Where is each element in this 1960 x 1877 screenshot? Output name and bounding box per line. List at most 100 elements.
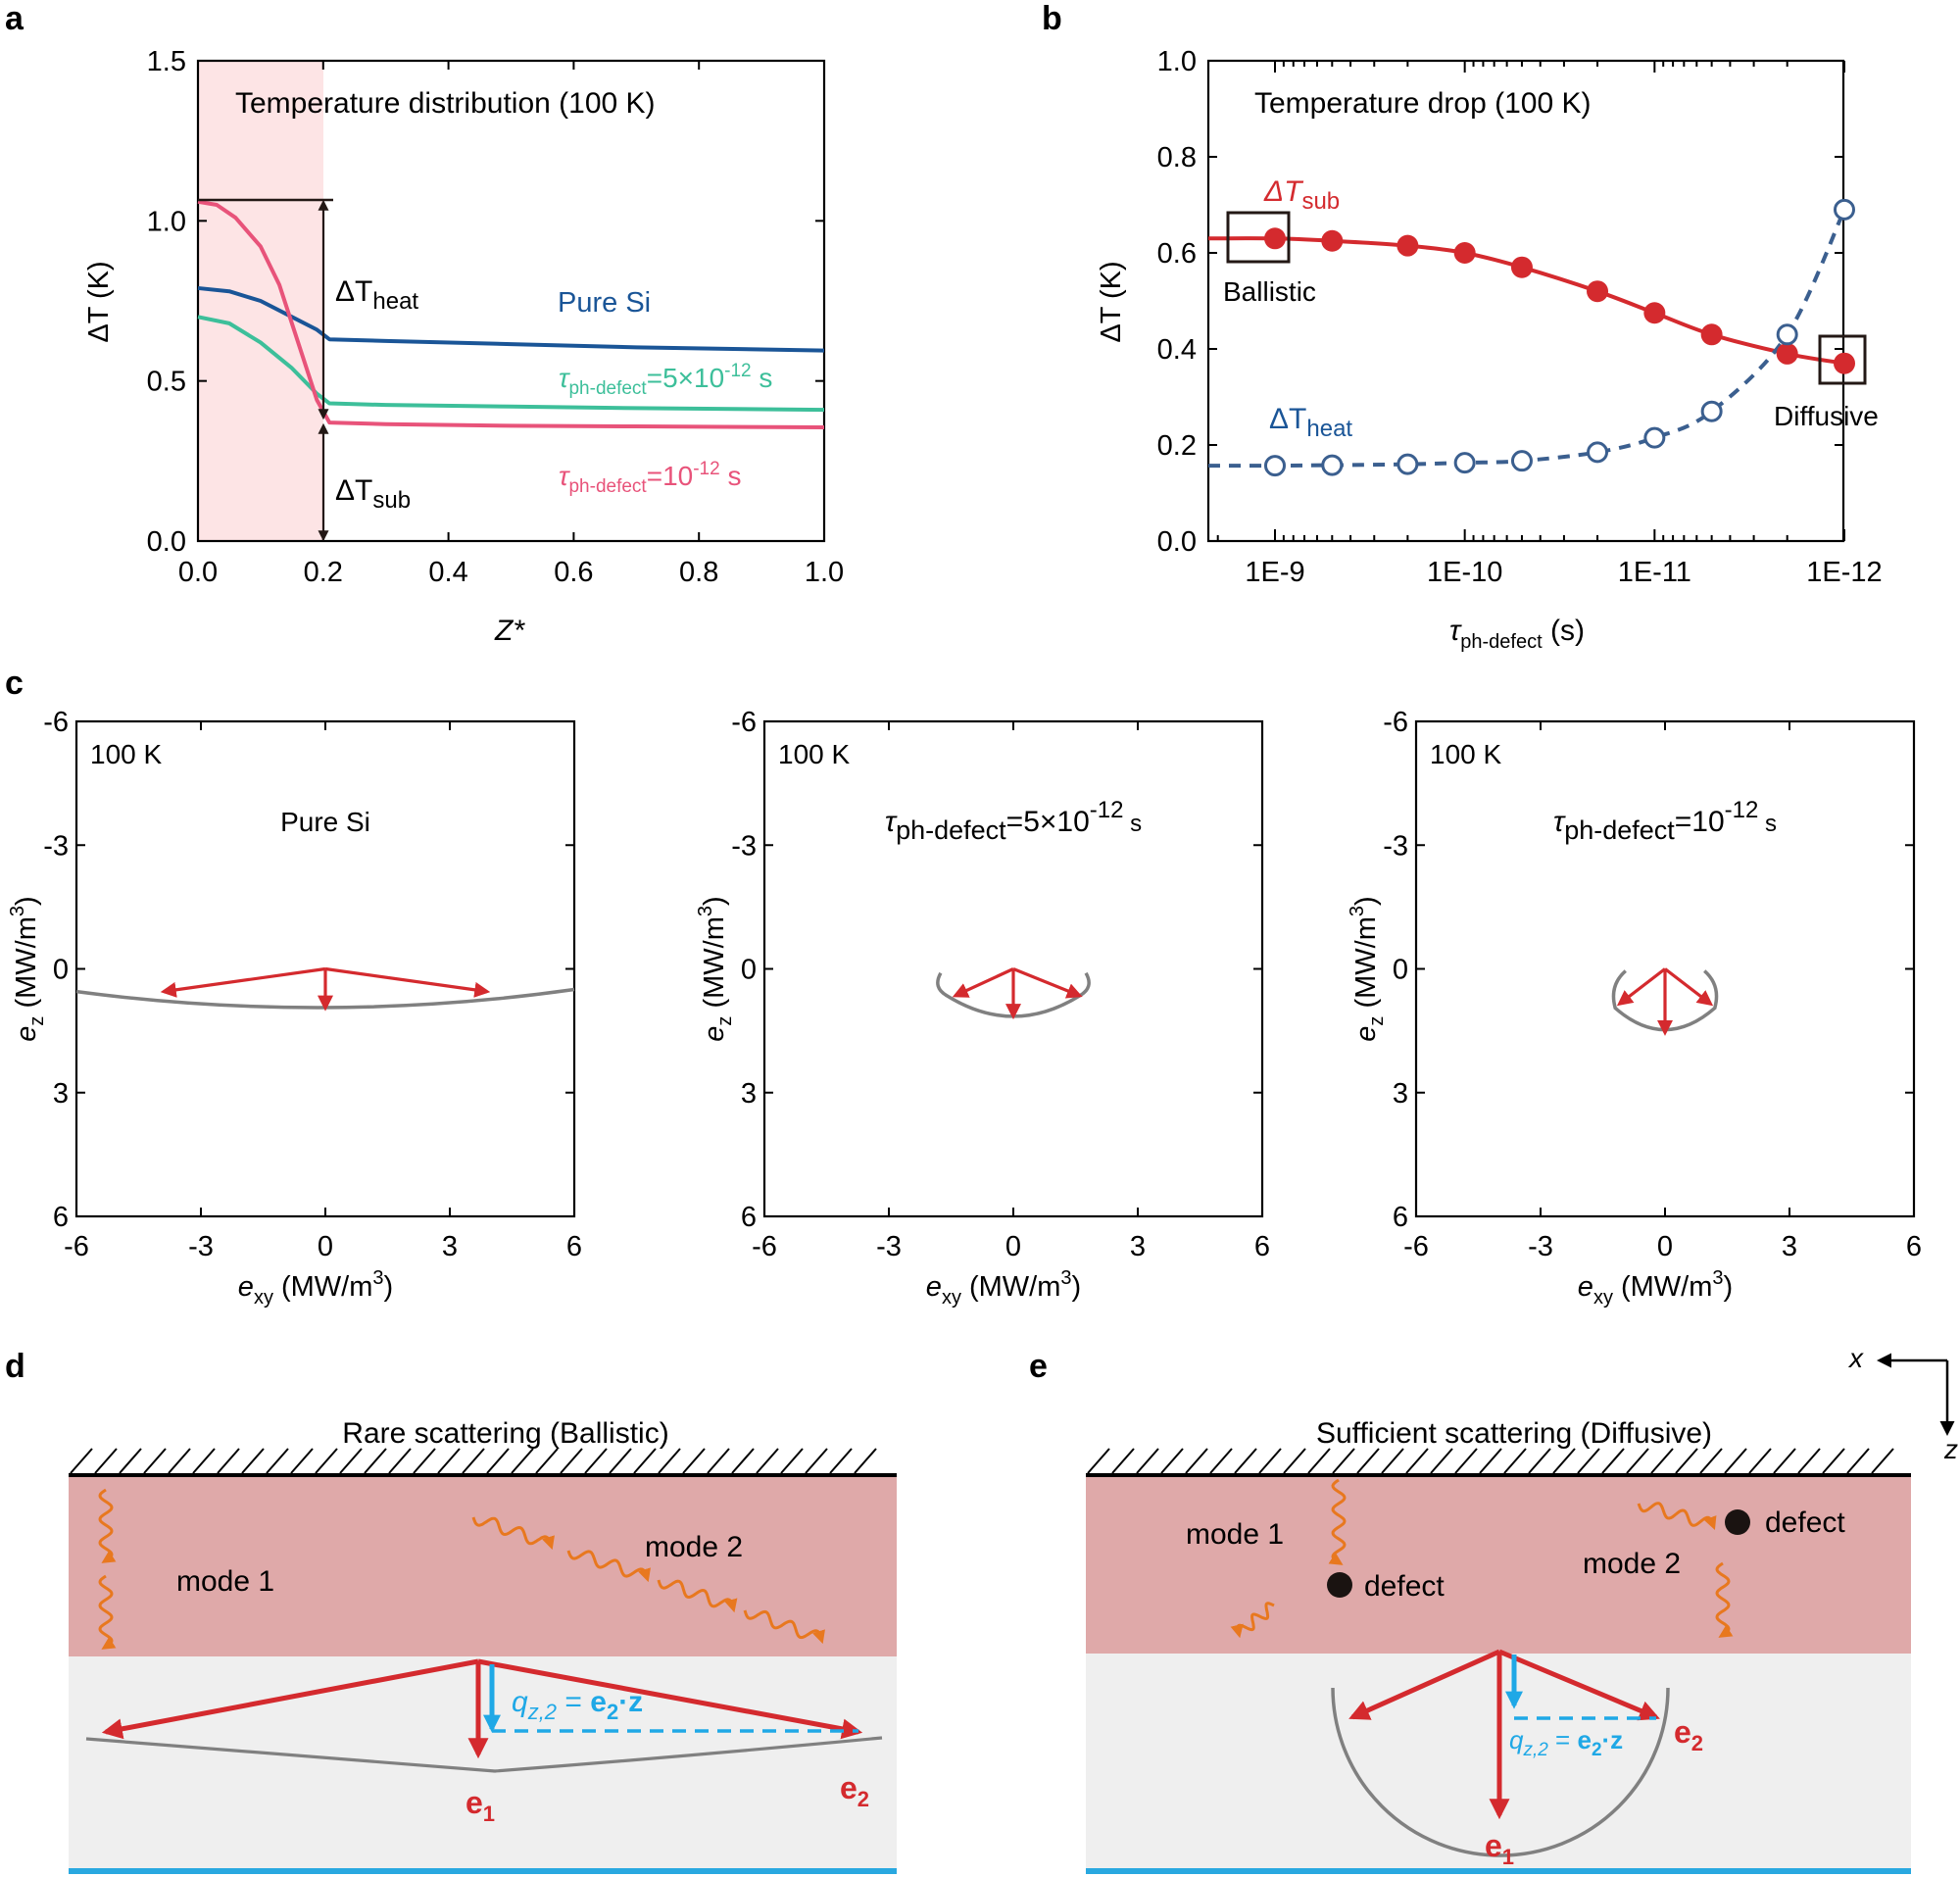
- b-heat-point: [1453, 452, 1476, 474]
- hatch-line: [192, 1448, 216, 1474]
- hatch-line: [1528, 1448, 1551, 1474]
- b-heat-point: [1264, 455, 1286, 477]
- phonon-wave: [98, 1574, 117, 1650]
- hatch-line: [1185, 1448, 1208, 1474]
- c-xtick-label: -3: [876, 1231, 902, 1262]
- phonon-wave: [657, 1579, 738, 1613]
- panel-e-qz-label: qz,2 = e2·z: [1509, 1725, 1623, 1760]
- label-dT-heat: ΔTheat: [335, 275, 418, 315]
- c-ytick-label: -6: [731, 707, 757, 738]
- panel-d-dispersion: [85, 1736, 883, 1773]
- c-ytick-label: -3: [1383, 830, 1408, 862]
- hatch-line: [1503, 1448, 1527, 1474]
- c-temp-label: 100 K: [1430, 739, 1501, 769]
- label-diffusive: Diffusive: [1774, 401, 1879, 431]
- c-ytick-label: 3: [741, 1078, 757, 1110]
- hatch-line: [217, 1448, 240, 1474]
- panel-a-ticks: 0.0 0.2 0.4 0.6 0.8 1.0 0.0 0.5 1.0 1.5: [147, 46, 844, 588]
- panel-b-ticks: 0.0 0.2 0.4 0.6 0.8 1.0 1E-9 1E-10 1E-11 1E-12: [1157, 46, 1883, 588]
- panel-d-substrate: [69, 1656, 897, 1870]
- label-tau1: τph-defect=10-12 s: [559, 459, 741, 497]
- c-xlabel: exy (MW/m3): [1578, 1267, 1733, 1309]
- b-xtick-label: 1E-11: [1618, 557, 1691, 588]
- label-pure-si: Pure Si: [558, 287, 651, 319]
- hatch-line: [1430, 1448, 1453, 1474]
- panel-a-title: Temperature distribution (100 K): [235, 87, 656, 120]
- b-heat-point: [1321, 454, 1344, 476]
- b-sub-point: [1700, 323, 1723, 346]
- b-sub-point: [1587, 280, 1609, 303]
- panel-d-phonons: [98, 1488, 825, 1650]
- c-plot-label: τph-defect=5×10-12 s: [885, 797, 1142, 845]
- c-arrow: [952, 967, 1014, 998]
- panel-e-e2-label: e2: [1674, 1714, 1703, 1755]
- b-xtick-label: 1E-9: [1245, 557, 1304, 588]
- hatch-line: [1405, 1448, 1429, 1474]
- panel-e-layer: [1086, 1477, 1911, 1654]
- a-xtick-label: 0.6: [554, 557, 593, 588]
- panel-e-arrow-left: [1348, 1649, 1501, 1720]
- a-series-line-2: [197, 199, 825, 430]
- hatch-line: [1332, 1448, 1355, 1474]
- hatch-line: [1601, 1448, 1625, 1474]
- b-ytick-label: 0.4: [1157, 334, 1197, 366]
- a-xtick-label: 0.0: [178, 557, 218, 588]
- c-ytick-label: 6: [741, 1202, 757, 1233]
- hatch-line: [584, 1448, 608, 1474]
- panel-a-frame: [196, 59, 826, 543]
- hatch-line: [1307, 1448, 1331, 1474]
- panel-e-arrow-e2: [1498, 1649, 1660, 1721]
- hatch-line: [437, 1448, 461, 1474]
- panel-e: e Sufficient scattering (Diffusive) mode…: [1029, 1343, 1958, 1874]
- a-ytick-label: 0.5: [147, 367, 186, 398]
- hatch-line: [1454, 1448, 1478, 1474]
- c-ytick-label: 6: [1393, 1202, 1408, 1233]
- c-xtick-label: -3: [188, 1231, 214, 1262]
- c-arrow: [1012, 967, 1083, 999]
- hatch-line: [1552, 1448, 1576, 1474]
- label-ballistic: Ballistic: [1223, 276, 1316, 307]
- a-xtick-label: 1.0: [805, 557, 844, 588]
- panel-letter-b: b: [1042, 0, 1062, 37]
- panel-e-title: Sufficient scattering (Diffusive): [1316, 1417, 1712, 1450]
- panel-d-layer: [69, 1477, 897, 1656]
- c-temp-label: 100 K: [90, 739, 162, 769]
- panel-b-frame: [1206, 59, 1845, 543]
- a-ytick-label: 0.0: [147, 526, 186, 558]
- panel-d: d Rare scattering (Ballistic) mode 1 mod…: [5, 1348, 897, 1874]
- hatch-line: [658, 1448, 681, 1474]
- hatch-line: [1675, 1448, 1698, 1474]
- phonon-wave: [566, 1550, 651, 1583]
- panel-letter-a: a: [5, 0, 24, 37]
- hatch-line: [780, 1448, 804, 1474]
- hatch-line: [1258, 1448, 1282, 1474]
- hatch-line: [682, 1448, 706, 1474]
- b-heat-point: [1776, 323, 1798, 346]
- hatch-line: [388, 1448, 412, 1474]
- hatch-line: [1626, 1448, 1649, 1474]
- axis-x-label: x: [1847, 1343, 1864, 1373]
- c-ylabel: ez (MW/m3): [1347, 896, 1388, 1041]
- panel-d-qz-label: qz,2 = e2·z: [512, 1686, 643, 1724]
- hatch-line: [1871, 1448, 1894, 1474]
- b-sub-point: [1264, 227, 1286, 250]
- b-heat-point: [1587, 441, 1609, 464]
- c-ytick-label: -6: [1383, 707, 1408, 738]
- c-ytick-label: 0: [1393, 955, 1408, 986]
- hatch-line: [1087, 1448, 1110, 1474]
- c-ytick-label: 0: [741, 955, 757, 986]
- label-dT-sub: ΔTsub: [335, 474, 411, 514]
- panel-letter-d: d: [5, 1348, 25, 1385]
- hatch-line: [1773, 1448, 1796, 1474]
- panel-letter-c: c: [5, 665, 24, 702]
- hatch-line: [609, 1448, 632, 1474]
- hatch-line: [168, 1448, 191, 1474]
- hatch-line: [1797, 1448, 1821, 1474]
- a-ytick-label: 1.0: [147, 206, 186, 237]
- b-ytick-label: 0.2: [1157, 430, 1197, 462]
- c-xtick-label: 0: [318, 1231, 333, 1262]
- hatch-line: [535, 1448, 559, 1474]
- phonon-wave: [1715, 1561, 1734, 1638]
